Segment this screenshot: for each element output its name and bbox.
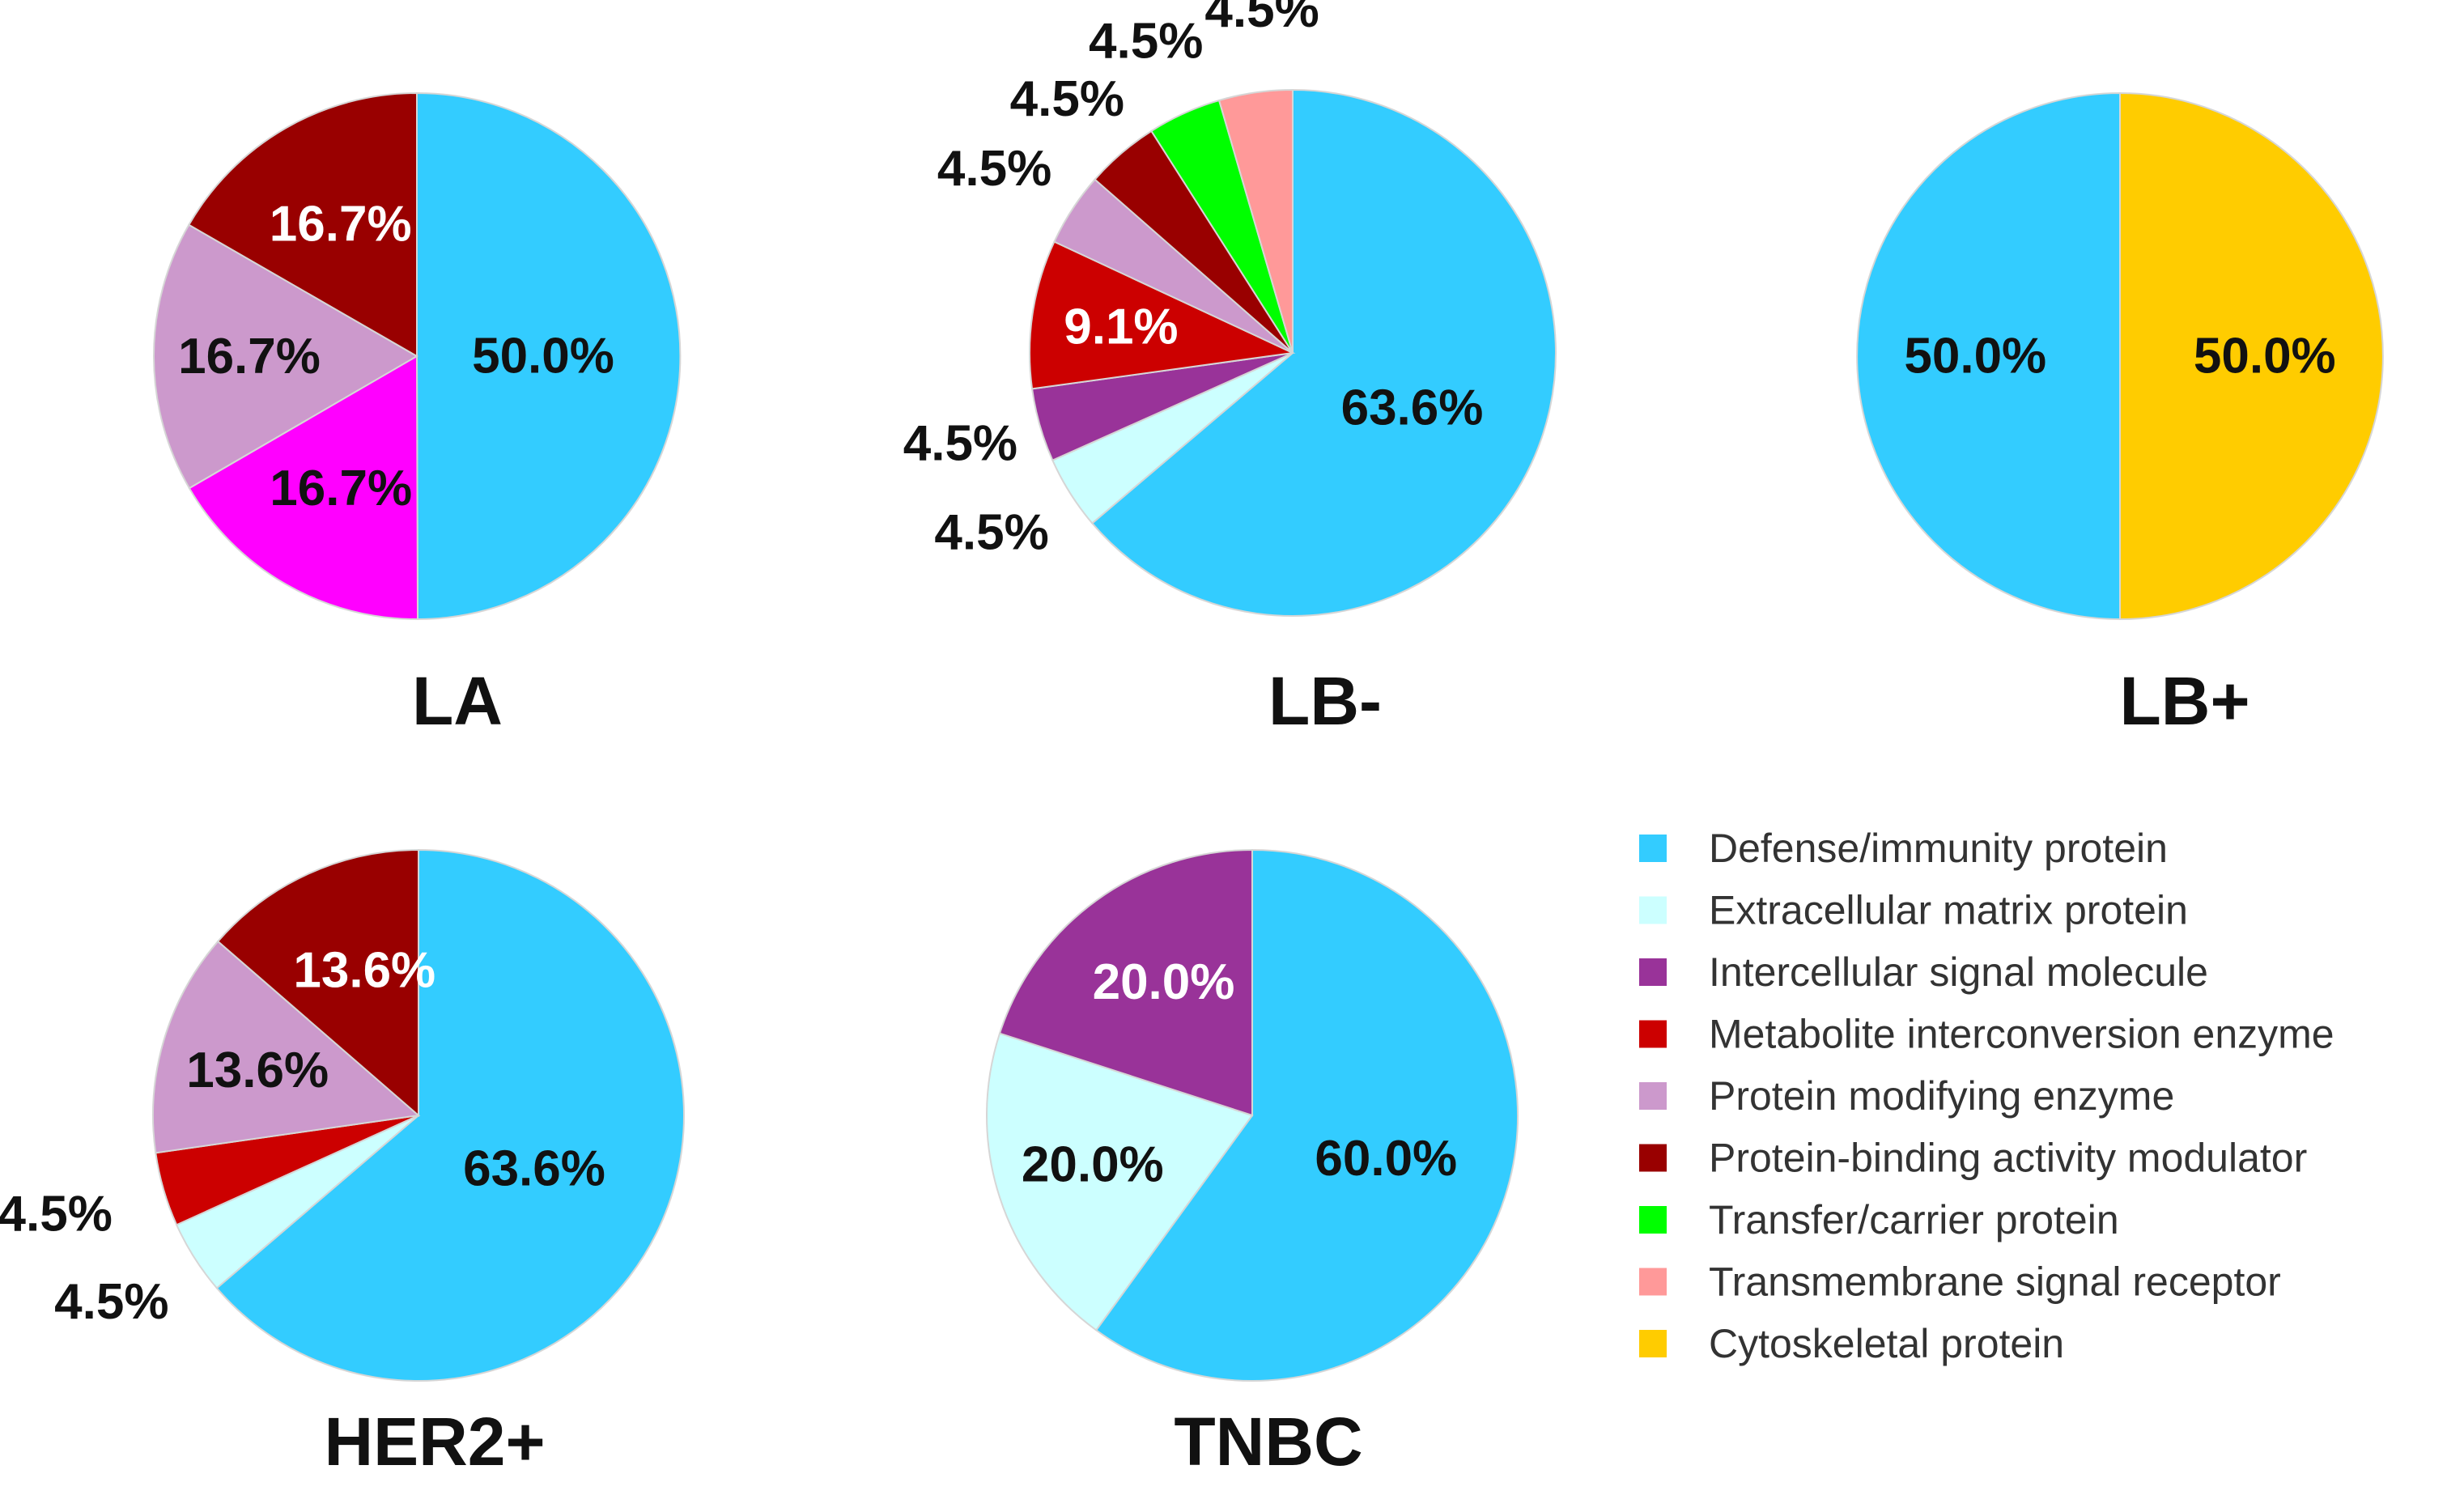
legend-swatch [1639,835,1667,862]
pie-slice-defense [1094,848,1519,1382]
pie-slice-protmod [152,940,421,1154]
pie-slice-ecm [985,1032,1254,1331]
pie-slice-transmembrane [1217,88,1294,354]
legend-label: Cytoskeletal protein [1709,1321,2064,1366]
legend-item-protmod: Protein modifying enzyme [1639,1073,2174,1119]
legend-label: Transmembrane signal receptor [1709,1259,2281,1305]
legend-swatch [1639,1082,1667,1110]
data-label-defense: 63.6% [1341,380,1484,436]
legend-swatch [1639,1144,1667,1172]
data-label-ecm: 4.5% [54,1274,168,1330]
chart-title: LA [412,663,503,739]
pie-slice-protmod [153,223,418,490]
data-label-protbind: 13.6% [293,943,435,999]
data-label-defense: 50.0% [472,328,614,384]
data-label-protmod: 13.6% [186,1043,329,1098]
data-label-intercell: 4.5% [903,415,1017,471]
pie-slice-defense [1090,88,1557,617]
data-label-metabolite: 9.1% [1064,299,1178,355]
pie-chart-lb-: 63.6%4.5%4.5%9.1%4.5%4.5%4.5%4.5%LB- [903,0,1557,739]
data-label-metabolite: 4.5% [0,1186,113,1242]
legend-label: Protein-binding activity modulator [1709,1136,2307,1181]
chart-title: TNBC [1174,1404,1362,1480]
data-label-la_magenta: 16.7% [270,461,412,516]
legend-item-cytoskeletal: Cytoskeletal protein [1639,1321,2064,1366]
legend: Defense/immunity protein Extracellular ma… [1639,826,2334,1366]
pie-charts: 50.0%16.7%16.7%16.7%LA63.6%4.5%4.5%9.1%4… [0,0,2384,1480]
legend-item-defense: Defense/immunity protein [1639,826,2168,871]
pie-slice-defense [416,91,682,621]
pie-slice-defense [1856,91,2121,621]
pie-slice-protbind [216,848,419,1118]
data-label-protbind: 16.7% [270,196,412,252]
data-label-defense: 63.6% [463,1140,605,1196]
pie-slice-protbind [188,91,418,358]
legend-swatch [1639,958,1667,986]
legend-swatch [1639,896,1667,924]
pie-slice-cytoskeletal [2119,91,2384,621]
pie-chart-her2-: 63.6% 4.5% 4.5% 13.6% 13.6% HER2+ [0,848,685,1480]
pie-slice-defense [215,848,685,1382]
data-label-protbind: 4.5% [1010,71,1124,127]
data-label-ecm: 20.0% [1022,1136,1164,1192]
legend-swatch [1639,1268,1667,1296]
legend-swatch [1639,1330,1667,1357]
legend-label: Protein modifying enzyme [1709,1073,2174,1119]
pie-chart-la: 50.0% 16.7% 16.7% 16.7% LA [153,91,682,739]
legend-label: Transfer/carrier protein [1709,1197,2119,1242]
legend-item-transfer: Transfer/carrier protein [1639,1197,2119,1242]
chart-title: LB- [1268,663,1382,739]
pie-slice-la_magenta [188,355,419,621]
pie-slice-intercell [998,848,1253,1117]
data-label-protmod: 4.5% [937,141,1051,197]
data-label-cytoskeletal: 50.0% [2194,329,2336,384]
legend-label: Metabolite interconversion enzyme [1709,1012,2334,1057]
legend-swatch [1639,1206,1667,1234]
legend-swatch [1639,1020,1667,1048]
legend-label: Defense/immunity protein [1709,826,2168,871]
legend-item-protbind: Protein-binding activity modulator [1639,1136,2307,1181]
data-label-ecm: 4.5% [934,504,1048,560]
data-label-defense: 60.0% [1315,1131,1457,1187]
chart-title: HER2+ [324,1404,545,1480]
pie-chart-lb-: 50.0% 50.0% LB+ [1856,91,2384,739]
legend-label: Intercellular signal molecule [1709,949,2208,995]
chart-title: LB+ [2119,663,2249,739]
legend-label: Extracellular matrix protein [1709,888,2188,933]
data-label-defense: 50.0% [1904,329,2046,384]
data-label-transmembrane: 4.5% [1204,0,1319,38]
legend-item-metabolite: Metabolite interconversion enzyme [1639,1012,2334,1057]
data-label-transfer: 4.5% [1089,13,1203,69]
data-label-intercell: 20.0% [1093,954,1235,1010]
legend-item-transmembrane: Transmembrane signal receptor [1639,1259,2281,1305]
legend-item-ecm: Extracellular matrix protein [1639,888,2188,933]
legend-item-intercell: Intercellular signal molecule [1639,949,2208,995]
pie-slice-metabolite [1029,240,1296,390]
pie-chart-tnbc: 60.0% 20.0% 20.0% TNBC [985,848,1519,1480]
data-label-protmod: 16.7% [178,329,321,384]
